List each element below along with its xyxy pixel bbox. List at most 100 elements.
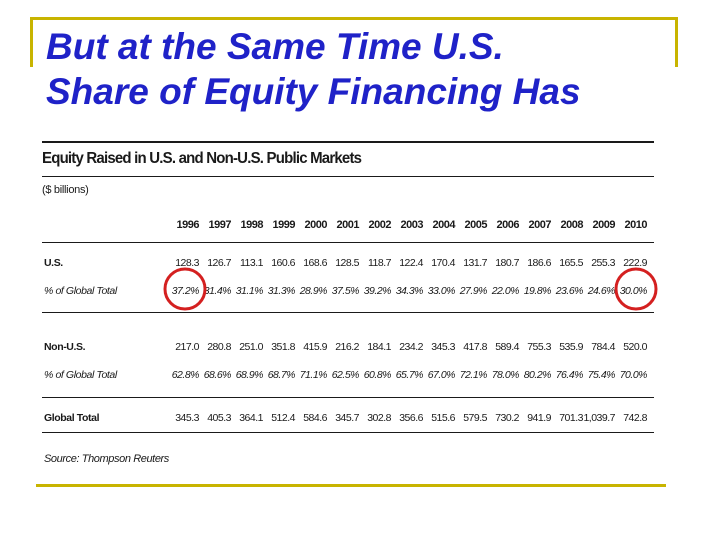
- table-cell: 22.0%: [491, 285, 520, 297]
- table-cell: 68.6%: [203, 369, 232, 381]
- table-cell: 280.8: [207, 341, 231, 353]
- year-header: 2001: [336, 219, 360, 231]
- table-cell: 113.1: [240, 257, 264, 269]
- table-cell: 512.4: [271, 412, 295, 424]
- table-title-rule: [42, 176, 654, 177]
- table-cell: 217.0: [175, 341, 199, 353]
- table-row-rule: [42, 432, 654, 433]
- table-cell: 180.7: [495, 257, 519, 269]
- frame-right-line: [675, 17, 678, 67]
- table-cell: 579.5: [463, 412, 487, 424]
- table-cell: 234.2: [399, 341, 423, 353]
- table-cell: 76.4%: [555, 369, 584, 381]
- table-top-rule: [42, 141, 654, 143]
- row-label: U.S.: [44, 257, 63, 269]
- table-cell: 60.8%: [363, 369, 392, 381]
- table-cell: 39.2%: [363, 285, 392, 297]
- table-cell: 701.3: [559, 412, 583, 424]
- year-header: 1999: [272, 219, 296, 231]
- table-cell: 70.0%: [619, 369, 648, 381]
- table-cell: 345.3: [175, 412, 199, 424]
- year-header: 2008: [560, 219, 584, 231]
- table-units: ($ billions): [42, 184, 89, 196]
- slide-title-line-2: Share of Equity Financing Has: [46, 71, 581, 112]
- year-header: 2010: [624, 219, 648, 231]
- table-cell: 168.6: [303, 257, 327, 269]
- table-cell: 184.1: [367, 341, 391, 353]
- table-cell: 30.0%: [619, 285, 648, 297]
- table-cell: 71.1%: [299, 369, 328, 381]
- table-cell: 28.9%: [299, 285, 328, 297]
- table-cell: 742.8: [623, 412, 647, 424]
- row-label: Non-U.S.: [44, 341, 86, 353]
- table-cell: 535.9: [559, 341, 583, 353]
- table-cell: 37.5%: [331, 285, 360, 297]
- table-cell: 118.7: [368, 257, 392, 269]
- table-row-rule: [42, 312, 654, 313]
- year-header: 2007: [528, 219, 552, 231]
- row-label: Global Total: [44, 412, 100, 424]
- table-cell: 165.5: [559, 257, 583, 269]
- table-row-rule: [42, 397, 654, 398]
- table-cell: 730.2: [495, 412, 519, 424]
- table-cell: 19.8%: [523, 285, 552, 297]
- table-cell: 34.3%: [395, 285, 424, 297]
- table-cell: 216.2: [335, 341, 359, 353]
- frame-bottom-line: [36, 484, 666, 487]
- table-cell: 364.1: [239, 412, 263, 424]
- frame-top-line: [30, 17, 678, 20]
- table-cell: 345.7: [335, 412, 359, 424]
- table-cell: 356.6: [399, 412, 423, 424]
- table-cell: 24.6%: [587, 285, 616, 297]
- frame-left-line: [30, 17, 33, 67]
- slide-title: But at the Same Time U.S. Share of Equit…: [46, 24, 686, 114]
- year-header: 2000: [304, 219, 328, 231]
- table-cell: 72.1%: [459, 369, 488, 381]
- year-header: 2009: [592, 219, 616, 231]
- slide-title-line-1: But at the Same Time U.S.: [46, 26, 504, 67]
- table-cell: 251.0: [239, 341, 263, 353]
- table-cell: 222.9: [623, 257, 647, 269]
- table-cell: 126.7: [207, 257, 231, 269]
- year-header: 1998: [240, 219, 264, 231]
- table-cell: 31.4%: [203, 285, 232, 297]
- table-cell: 65.7%: [395, 369, 424, 381]
- table-cell: 27.9%: [459, 285, 488, 297]
- table-cell: 255.3: [591, 257, 615, 269]
- year-header: 2002: [368, 219, 392, 231]
- table-cell: 302.8: [367, 412, 391, 424]
- table-cell: 78.0%: [491, 369, 520, 381]
- table-cell: 37.2%: [171, 285, 200, 297]
- table-cell: 122.4: [399, 257, 423, 269]
- table-cell: 345.3: [431, 341, 455, 353]
- table-cell: 784.4: [591, 341, 615, 353]
- table-cell: 520.0: [623, 341, 647, 353]
- year-header: 2005: [464, 219, 488, 231]
- table-cell: 75.4%: [587, 369, 616, 381]
- table-cell: 415.9: [303, 341, 327, 353]
- table-cell: 68.9%: [235, 369, 264, 381]
- table-cell: 67.0%: [427, 369, 456, 381]
- table-cell: 351.8: [271, 341, 295, 353]
- table-cell: 515.6: [431, 412, 455, 424]
- table-cell: 170.4: [431, 257, 455, 269]
- year-header: 2006: [496, 219, 520, 231]
- table-cell: 186.6: [527, 257, 551, 269]
- table-cell: 23.6%: [555, 285, 584, 297]
- row-label: % of Global Total: [44, 285, 117, 297]
- table-cell: 131.7: [463, 257, 487, 269]
- table-cell: 589.4: [495, 341, 519, 353]
- table-cell: 941.9: [527, 412, 551, 424]
- row-label: % of Global Total: [44, 369, 117, 381]
- table-cell: 584.6: [303, 412, 327, 424]
- table-cell: 160.6: [271, 257, 295, 269]
- table-row-rule: [42, 242, 654, 243]
- table-cell: 128.5: [335, 257, 359, 269]
- table-cell: 62.5%: [331, 369, 360, 381]
- year-header: 2004: [432, 219, 456, 231]
- table-cell: 417.8: [463, 341, 487, 353]
- table-cell: 31.3%: [267, 285, 296, 297]
- table-source: Source: Thompson Reuters: [44, 453, 169, 465]
- table-cell: 405.3: [207, 412, 231, 424]
- table-cell: 80.2%: [523, 369, 552, 381]
